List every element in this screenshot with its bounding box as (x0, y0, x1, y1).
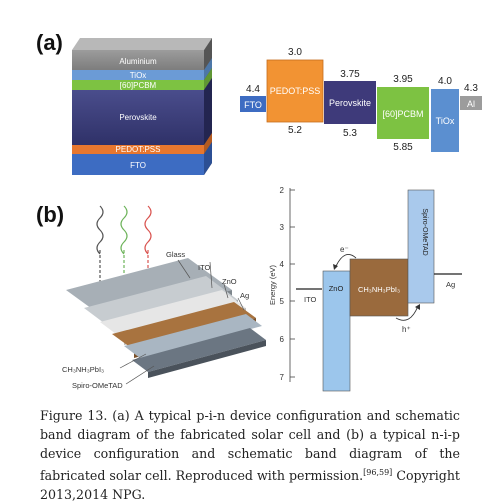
band-pcbm-top: 3.95 (393, 74, 413, 85)
layer-tiox (72, 70, 204, 80)
band-pcbm-label: [60]PCBM (382, 109, 423, 119)
band-pcbm-bottom: 5.85 (393, 142, 413, 153)
panel-a-label: (a) (36, 30, 63, 55)
band-diagram-b: 2 3 4 5 6 7 Energy (eV) ITO ZnO CH₃NH₃Pb… (268, 186, 462, 392)
tick-2: 2 (280, 186, 285, 195)
band-perovskite-b-label: CH₃NH₃PbI₃ (358, 285, 400, 294)
band-al (460, 96, 482, 110)
band-fto-value: 4.4 (246, 84, 260, 95)
band-al-value: 4.3 (464, 83, 478, 94)
layer-pcbm (72, 80, 204, 90)
tick-5: 5 (280, 297, 285, 306)
layer-zno (100, 290, 246, 340)
device-stack-a: Aluminium TiOx [60]PCBM Perovskite PEDOT… (72, 38, 212, 175)
light-ray-2 (120, 205, 128, 255)
layer-pedot (72, 145, 204, 154)
band-ito-label: ITO (304, 295, 317, 304)
tick-6: 6 (280, 335, 285, 344)
layer-spiro (124, 314, 262, 358)
band-spiro (407, 189, 435, 304)
band-pedot-bottom: 5.2 (288, 125, 302, 136)
light-ray-1 (96, 205, 104, 255)
stack-label-aluminium: Aluminium (119, 57, 157, 66)
caption-figure-label: Figure 13. (40, 408, 108, 423)
stack-label-pcbm: [60]PCBM (120, 81, 157, 90)
device-stack-b: Glass ITO ZnO Ag CH₃NH₃PbI₃ Spiro-OMeTAD (62, 205, 266, 390)
band-fto-label: FTO (244, 100, 262, 110)
stack-label-tiox: TiOx (130, 71, 147, 80)
layer-fto (72, 154, 204, 175)
band-zno (322, 270, 351, 392)
band-perovskite-bottom: 5.3 (343, 128, 357, 139)
band-pcbm (377, 87, 429, 139)
light-ray-3 (144, 205, 152, 255)
band-perovskite-b (349, 258, 409, 317)
layer-perovskite (72, 90, 204, 145)
band-diagram-a: FTO 4.4 PEDOT:PSS 3.0 5.2 Perovskite 3.7… (240, 47, 482, 153)
band-perovskite-label: Perovskite (329, 98, 371, 108)
layer-aluminium (72, 50, 204, 70)
stack-label-fto: FTO (130, 161, 146, 170)
layer-perovskite-b (112, 302, 256, 350)
stack-top-face (72, 38, 212, 50)
figure-caption: Figure 13. (a) A typical p-i-n device co… (40, 406, 460, 504)
hole-arrow (395, 305, 419, 321)
band-pedot-top: 3.0 (288, 47, 302, 58)
layer-ag (132, 328, 266, 372)
stack-label-pedot: PEDOT:PSS (116, 145, 161, 154)
band-perovskite (324, 81, 376, 124)
band-tiox (431, 89, 459, 152)
caption-refs[interactable]: [96,59] (363, 468, 393, 477)
band-spiro-label: Spiro-OMeTAD (421, 208, 428, 255)
label-ag: Ag (240, 291, 249, 300)
label-ch3nh3pbi3: CH₃NH₃PbI₃ (62, 365, 104, 374)
tick-7: 7 (280, 373, 285, 382)
y-axis-label: Energy (eV) (268, 264, 277, 305)
band-al-label: Al (467, 99, 475, 109)
band-ag-label: Ag (446, 280, 455, 289)
band-fto (240, 96, 266, 112)
caption-text: (a) A typical p-i-n device configuration… (40, 408, 460, 484)
hole-label: h⁺ (402, 325, 411, 334)
tick-3: 3 (280, 223, 285, 232)
band-zno-label: ZnO (329, 284, 344, 293)
band-tiox-top: 4.0 (438, 76, 452, 87)
label-ito: ITO (198, 263, 211, 272)
stack-label-perovskite: Perovskite (119, 113, 157, 122)
band-perovskite-top: 3.75 (340, 69, 360, 80)
electron-label: e⁻ (340, 245, 349, 254)
band-pedot-label: PEDOT:PSS (270, 86, 321, 96)
label-zno: ZnO (222, 277, 237, 286)
label-glass: Glass (166, 250, 185, 259)
band-tiox-label: TiOx (436, 116, 455, 126)
band-pedot (266, 59, 324, 123)
electron-arrow (335, 253, 357, 267)
tick-4: 4 (280, 260, 285, 269)
panel-b-label: (b) (36, 202, 65, 227)
figure-graphics: Aluminium TiOx [60]PCBM Perovskite PEDOT… (62, 38, 482, 392)
label-spiro-ometad: Spiro-OMeTAD (72, 381, 123, 390)
